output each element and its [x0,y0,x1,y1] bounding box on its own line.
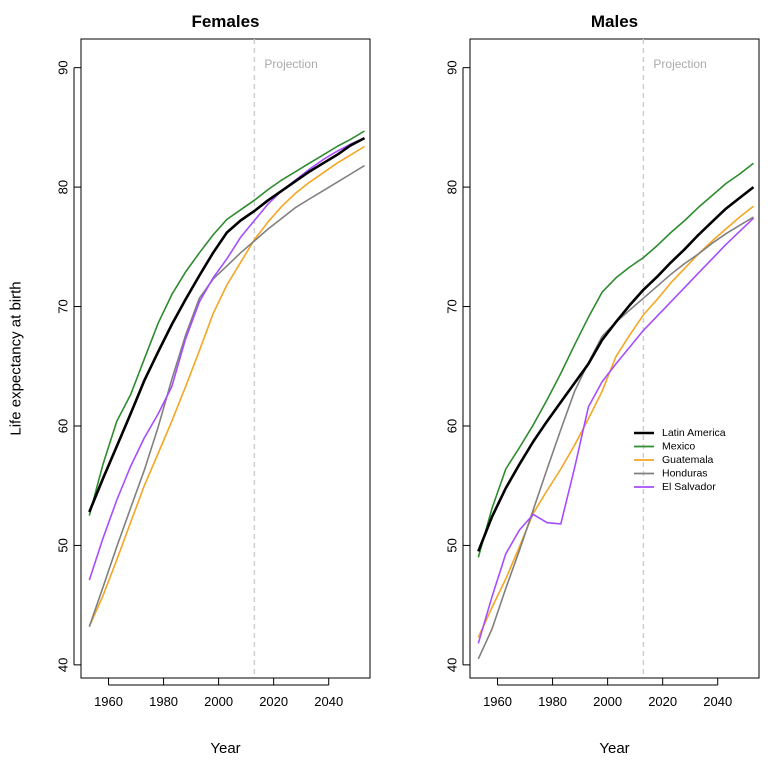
y-tick-label: 70 [445,299,460,313]
series-line-mexico [477,162,754,558]
females-panel: Females Projection 1960 1980 2000 2020 2040 40 5… [8,12,371,757]
y-tick-label: 90 [56,60,71,74]
legend-label: Guatemala [662,454,714,466]
x-tick-label: 1980 [538,694,567,709]
series-line-guatemala [88,145,365,627]
x-tick-label: 1980 [149,694,178,709]
y-tick-label: 90 [445,60,460,74]
legend-label: Latin America [662,427,726,439]
x-tick-label: 1960 [483,694,512,709]
series-line-honduras [88,164,365,627]
projection-label: Projection [264,57,317,71]
x-tick-label: 2020 [648,694,677,709]
series-line-guatemala [477,205,754,638]
legend-label: El Salvador [662,481,716,493]
y-tick-label: 50 [56,538,71,552]
y-tick-label: 50 [445,538,460,552]
series-line-latin-america [88,136,366,513]
series-line-el-salvador [477,217,755,644]
y-tick-label: 60 [56,419,71,433]
y-tick-label: 40 [56,658,71,672]
x-tick-label: 2040 [703,694,732,709]
y-tick-label: 80 [56,180,71,194]
y-tick-label: 80 [445,180,460,194]
plot-frame [80,38,371,679]
chart-title: Females [191,12,259,31]
series-line-latin-america [477,186,755,552]
males-panel: Males Projection 1960 1980 2000 2020 2040 40 50 6… [445,12,760,757]
legend-label: Honduras [662,468,708,480]
x-axis-label: Year [210,740,240,757]
chart-title: Males [591,12,638,31]
plot-frame [469,38,760,679]
series-line-el-salvador [88,137,365,581]
x-tick-label: 2040 [314,694,343,709]
x-tick-label: 2020 [259,694,288,709]
x-tick-label: 2000 [204,694,233,709]
x-axis-label: Year [599,740,629,757]
x-tick-label: 1960 [94,694,123,709]
y-tick-label: 70 [56,299,71,313]
projection-label: Projection [653,57,706,71]
y-tick-label: 40 [445,658,460,672]
legend-label: Mexico [662,441,695,453]
series-line-mexico [88,130,365,516]
x-tick-label: 2000 [593,694,622,709]
y-axis-label: Life expectancy at birth [8,281,25,435]
y-tick-label: 60 [445,419,460,433]
